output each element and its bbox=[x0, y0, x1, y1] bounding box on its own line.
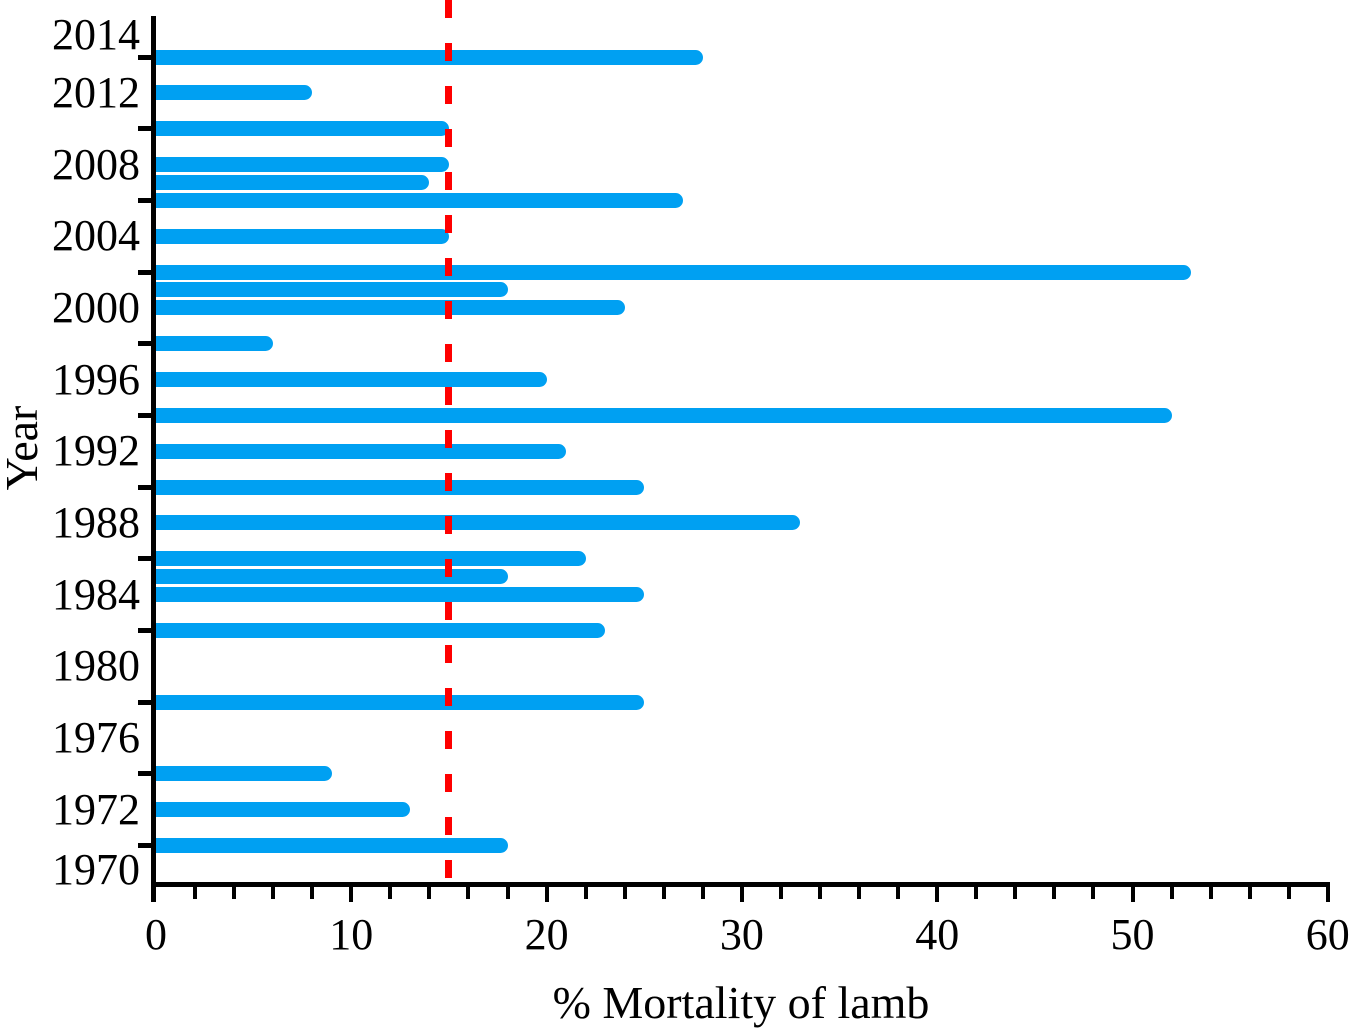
bar-2000 bbox=[156, 300, 625, 316]
x-axis-title: % Mortality of lamb bbox=[552, 977, 930, 1028]
x-tick-label-50: 50 bbox=[1110, 910, 1155, 959]
y-tick-1990 bbox=[138, 484, 151, 490]
x-minor-tick-54 bbox=[1208, 887, 1213, 899]
y-axis-line bbox=[151, 16, 156, 902]
x-minor-tick-14 bbox=[427, 887, 432, 899]
y-tick-2006 bbox=[138, 197, 151, 203]
y-tick-label-1976: 1976 bbox=[52, 712, 140, 762]
x-minor-tick-22 bbox=[583, 887, 588, 899]
x-major-tick-60 bbox=[1325, 887, 1330, 902]
bar-2004 bbox=[156, 228, 449, 244]
x-tick-label-30: 30 bbox=[719, 910, 764, 959]
y-tick-label-2000: 2000 bbox=[52, 282, 140, 332]
bar-1978 bbox=[156, 694, 645, 710]
x-major-tick-40 bbox=[935, 887, 940, 902]
x-minor-tick-18 bbox=[505, 887, 510, 899]
x-minor-tick-8 bbox=[310, 887, 315, 899]
x-tick-label-0: 0 bbox=[145, 910, 167, 959]
bar-1972 bbox=[156, 802, 410, 818]
x-minor-tick-42 bbox=[974, 887, 979, 899]
bar-1992 bbox=[156, 443, 567, 459]
x-minor-tick-52 bbox=[1169, 887, 1174, 899]
bar-1974 bbox=[156, 766, 332, 782]
bar-2008 bbox=[156, 157, 449, 173]
x-axis-line bbox=[151, 882, 1330, 887]
x-minor-tick-24 bbox=[622, 887, 627, 899]
x-minor-tick-16 bbox=[466, 887, 471, 899]
x-tick-label-20: 20 bbox=[524, 910, 569, 959]
x-minor-tick-26 bbox=[661, 887, 666, 899]
y-tick-1970 bbox=[138, 842, 151, 848]
x-minor-tick-34 bbox=[818, 887, 823, 899]
x-minor-tick-56 bbox=[1247, 887, 1252, 899]
x-minor-tick-28 bbox=[700, 887, 705, 899]
bar-2002 bbox=[156, 264, 1192, 280]
bar-1985 bbox=[156, 569, 508, 585]
bar-2014 bbox=[156, 49, 703, 65]
x-tick-label-10: 10 bbox=[329, 910, 374, 959]
bar-2007 bbox=[156, 174, 430, 190]
bar-1994 bbox=[156, 407, 1172, 423]
bar-2010 bbox=[156, 121, 449, 137]
y-tick-label-2012: 2012 bbox=[52, 67, 140, 117]
y-tick-label-1980: 1980 bbox=[52, 641, 140, 691]
y-tick-2002 bbox=[138, 269, 151, 275]
x-major-tick-10 bbox=[349, 887, 354, 902]
y-axis-title: Year bbox=[0, 405, 47, 491]
reference-line-15pct bbox=[445, 0, 453, 880]
y-tick-1998 bbox=[138, 341, 151, 347]
x-minor-tick-32 bbox=[778, 887, 783, 899]
y-tick-label-2014: 2014 bbox=[52, 10, 140, 59]
bar-1998 bbox=[156, 336, 274, 352]
x-minor-tick-2 bbox=[193, 887, 198, 899]
y-tick-label-1992: 1992 bbox=[52, 426, 140, 476]
y-tick-2014 bbox=[138, 54, 151, 60]
bar-2001 bbox=[156, 282, 508, 298]
y-tick-1978 bbox=[138, 699, 151, 705]
x-minor-tick-48 bbox=[1091, 887, 1096, 899]
y-tick-1994 bbox=[138, 412, 151, 418]
bar-1988 bbox=[156, 515, 801, 531]
x-minor-tick-12 bbox=[388, 887, 393, 899]
y-tick-label-1972: 1972 bbox=[52, 784, 140, 834]
bar-1982 bbox=[156, 622, 606, 638]
x-minor-tick-58 bbox=[1286, 887, 1291, 899]
y-tick-label-2004: 2004 bbox=[52, 211, 140, 261]
x-tick-label-60: 60 bbox=[1305, 910, 1350, 959]
x-major-tick-50 bbox=[1130, 887, 1135, 902]
x-minor-tick-46 bbox=[1052, 887, 1057, 899]
x-minor-tick-36 bbox=[857, 887, 862, 899]
y-tick-1986 bbox=[138, 556, 151, 562]
x-minor-tick-44 bbox=[1013, 887, 1018, 899]
bar-1970 bbox=[156, 837, 508, 853]
y-tick-label-1988: 1988 bbox=[52, 497, 140, 547]
y-tick-label-1996: 1996 bbox=[52, 354, 140, 404]
y-tick-label-2008: 2008 bbox=[52, 139, 140, 189]
bar-2006 bbox=[156, 192, 684, 208]
x-minor-tick-6 bbox=[271, 887, 276, 899]
y-tick-2010 bbox=[138, 126, 151, 132]
x-minor-tick-38 bbox=[896, 887, 901, 899]
bar-2012 bbox=[156, 85, 313, 101]
bar-1996 bbox=[156, 372, 547, 388]
x-minor-tick-4 bbox=[232, 887, 237, 899]
y-tick-label-1970: 1970 bbox=[52, 845, 140, 894]
y-tick-1974 bbox=[138, 771, 151, 777]
y-tick-label-1984: 1984 bbox=[52, 569, 140, 619]
y-tick-1982 bbox=[138, 627, 151, 633]
x-tick-label-40: 40 bbox=[915, 910, 960, 959]
x-major-tick-20 bbox=[544, 887, 549, 902]
bar-1986 bbox=[156, 551, 586, 567]
bar-1990 bbox=[156, 479, 645, 495]
bar-1984 bbox=[156, 587, 645, 603]
x-major-tick-30 bbox=[739, 887, 744, 902]
